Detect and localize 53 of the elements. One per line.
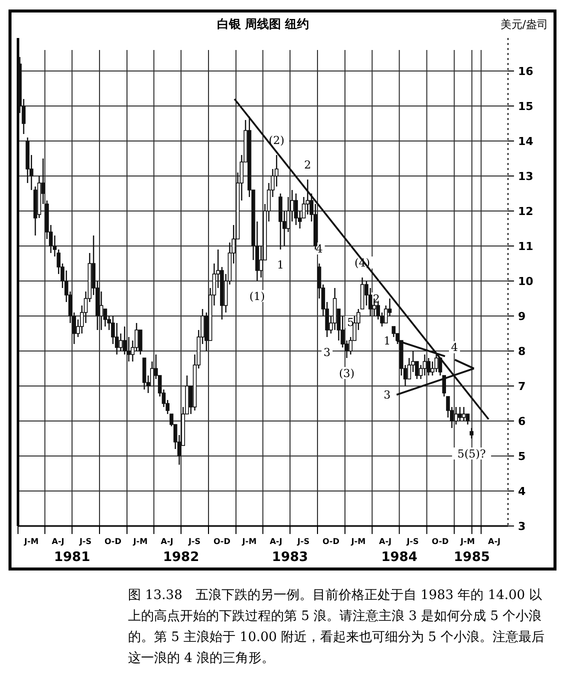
text: J-S	[78, 537, 92, 546]
annotation: 1	[384, 334, 391, 348]
y-axis-title: 美元/盎司	[500, 18, 548, 31]
annotation: 3	[384, 388, 391, 402]
chart-title: 白银 周线图 纽约	[216, 17, 310, 31]
annotation: 5	[347, 316, 354, 329]
x-tick-label: 1982	[162, 550, 200, 565]
x-tick-label: 1981	[54, 550, 90, 565]
caption: 图 13.38 五浪下跌的另一例。目前价格正处于自 1983 年的 14.00 以上的高点开始的下跌过程的第 5 浪。请注意主浪 3 是如何分成 5 个小浪的。第 5 主浪始于 10.00 附近，看起来也可细分为 5 个小浪。注意最后这一浪的 4 浪的三角形。	[128, 587, 546, 668]
y-tick-label: 6	[518, 414, 526, 428]
annotation: 4	[316, 242, 323, 256]
y-tick-label: 3	[518, 520, 526, 533]
annotation: (3)	[338, 366, 355, 380]
y-tick-label: 12	[518, 204, 534, 218]
annotation: 2	[372, 292, 380, 306]
text: J-M	[241, 537, 257, 546]
annotation: 1	[276, 258, 284, 272]
annotation: 2	[304, 158, 312, 172]
text: O-D	[432, 537, 450, 546]
y-tick-label: 16	[518, 64, 534, 78]
annotation: (1)	[249, 290, 265, 303]
text: J-M	[350, 537, 366, 546]
text: A-J	[160, 537, 174, 546]
text: A-J	[488, 537, 501, 546]
text: J-M	[132, 537, 148, 546]
y-tick-label: 15	[518, 100, 534, 113]
annotation: (2)	[268, 134, 284, 147]
text: J-M	[460, 537, 475, 546]
annotation: 4	[450, 341, 458, 354]
text: J-S	[187, 537, 201, 546]
y-tick-label: 4	[518, 484, 526, 498]
y-tick-label: 13	[518, 170, 534, 183]
text: J-M	[23, 537, 39, 546]
y-tick-label: 14	[518, 134, 534, 148]
text: A-J	[270, 537, 282, 546]
annotation: 3	[324, 346, 331, 359]
text: O-D	[213, 537, 231, 546]
text: A-J	[52, 537, 64, 546]
x-tick-label: 1985	[454, 550, 490, 565]
y-tick-label: 9	[518, 310, 526, 323]
text: O-D	[322, 537, 340, 546]
text: A-J	[379, 537, 392, 546]
annotation: 5(5)?	[457, 447, 486, 460]
x-tick-label: 1983	[272, 550, 308, 565]
text: J-S	[406, 537, 420, 546]
y-tick-label: 10	[518, 274, 534, 288]
y-tick-label: 7	[518, 380, 526, 393]
text: O-D	[104, 537, 122, 546]
y-tick-label: 8	[518, 344, 526, 358]
text: J-S	[296, 537, 310, 546]
y-tick-label: 5	[518, 450, 526, 463]
y-tick-label: 11	[518, 240, 534, 253]
x-tick-label: 1984	[381, 550, 418, 565]
